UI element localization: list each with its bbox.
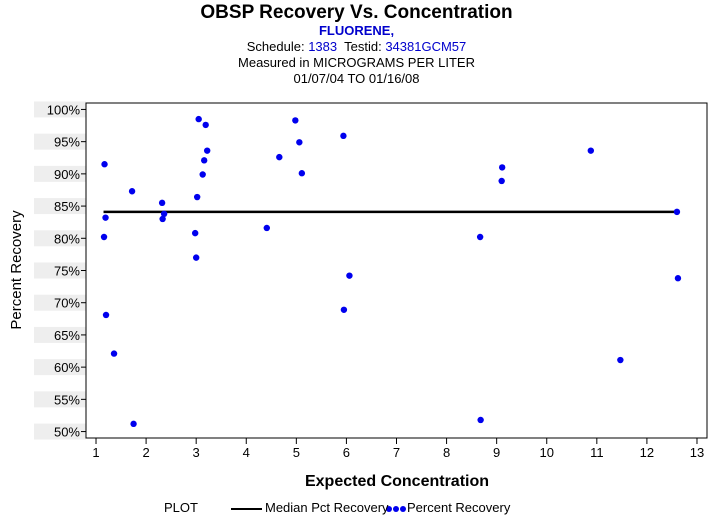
x-tick-label: 7 xyxy=(393,445,400,460)
y-tick-label-bands xyxy=(34,101,86,440)
y-tick-band xyxy=(34,423,86,440)
data-point xyxy=(202,121,209,129)
x-tick-label: 9 xyxy=(493,445,500,460)
legend-median-label: Median Pct Recovery xyxy=(265,500,389,515)
data-point xyxy=(296,139,303,146)
data-point xyxy=(298,170,306,177)
testid-value: 34381GCM57 xyxy=(385,39,467,54)
data-point xyxy=(110,350,118,357)
x-tick-label: 3 xyxy=(193,445,200,460)
schedule-line: Schedule: 1383 Testid: 34381GCM57 xyxy=(0,39,713,54)
schedule-label: Schedule: xyxy=(246,39,305,54)
y-tick-band xyxy=(34,101,86,118)
y-tick-label: 85% xyxy=(54,199,80,214)
testid-label: Testid: xyxy=(344,39,382,54)
data-point xyxy=(673,208,681,216)
data-point xyxy=(617,356,624,364)
data-point xyxy=(200,157,208,164)
x-tick-label: 1 xyxy=(92,445,99,460)
data-point xyxy=(100,233,108,241)
schedule-value: 1383 xyxy=(308,39,338,54)
y-tick-band xyxy=(34,133,86,150)
chart-title: OBSP Recovery Vs. Concentration xyxy=(200,2,513,23)
data-point xyxy=(346,272,353,279)
data-point xyxy=(128,188,136,195)
y-axis-label: Percent Recovery xyxy=(8,210,25,330)
data-points xyxy=(100,115,682,428)
data-point xyxy=(160,210,168,218)
data-point xyxy=(498,177,505,185)
data-point xyxy=(159,215,166,223)
data-point xyxy=(276,153,283,161)
y-tick-label: 65% xyxy=(54,328,80,343)
x-tick-label: 6 xyxy=(343,445,350,460)
data-point xyxy=(674,275,682,282)
y-tick-label: 75% xyxy=(54,264,80,279)
data-point xyxy=(102,311,110,319)
data-point xyxy=(192,254,200,261)
y-tick-label: 100% xyxy=(47,102,81,117)
date-range: 01/07/04 TO 01/16/08 xyxy=(293,71,420,86)
plot-area-frame xyxy=(85,102,708,439)
data-point xyxy=(263,224,270,232)
y-axis-ticks: 50% 55% 60% 65% 70% 75% 80% 85% 90% 95% 100% xyxy=(47,102,86,440)
data-point xyxy=(292,117,299,124)
y-tick-band xyxy=(34,198,86,215)
x-tick-label: 2 xyxy=(142,445,149,460)
y-tick-label: 90% xyxy=(54,167,80,182)
y-tick-band xyxy=(34,294,86,311)
y-tick-band xyxy=(34,262,86,279)
x-axis-ticks: 1 2 3 4 5 6 7 8 9 10 11 12 13 xyxy=(92,438,704,460)
data-point xyxy=(199,171,206,178)
data-point xyxy=(130,420,137,428)
y-tick-band xyxy=(34,391,86,408)
data-point xyxy=(195,115,202,123)
y-tick-label: 50% xyxy=(54,425,80,440)
data-point xyxy=(498,164,506,171)
y-tick-band xyxy=(34,165,86,182)
legend-points-swatch xyxy=(386,506,406,512)
x-axis-label: Expected Concentration xyxy=(305,473,489,490)
y-tick-band xyxy=(34,230,86,247)
data-point xyxy=(340,306,348,313)
x-tick-label: 10 xyxy=(540,445,554,460)
data-point xyxy=(587,147,595,154)
units-line: Measured in MICROGRAMS PER LITER xyxy=(238,55,475,70)
x-tick-label: 8 xyxy=(443,445,450,460)
data-point xyxy=(158,199,166,207)
data-point xyxy=(340,132,347,140)
x-tick-label: 5 xyxy=(293,445,300,460)
y-tick-label: 55% xyxy=(54,392,80,407)
y-tick-label: 80% xyxy=(54,231,80,246)
data-point xyxy=(191,229,199,237)
data-point xyxy=(476,233,484,241)
y-tick-band xyxy=(34,326,86,343)
x-tick-label: 13 xyxy=(690,445,704,460)
x-tick-label: 4 xyxy=(243,445,250,460)
y-tick-band xyxy=(34,359,86,376)
y-tick-label: 95% xyxy=(54,135,80,150)
data-point xyxy=(203,147,211,154)
data-point xyxy=(101,161,108,168)
y-tick-label: 60% xyxy=(54,360,80,375)
y-tick-label: 70% xyxy=(54,296,80,311)
data-point xyxy=(193,193,201,201)
x-tick-label: 11 xyxy=(590,445,604,460)
chart-subtitle: FLUORENE, xyxy=(318,23,395,38)
x-tick-label: 12 xyxy=(640,445,654,460)
legend-title: PLOT xyxy=(164,500,198,515)
data-point xyxy=(477,416,484,424)
data-point xyxy=(102,214,109,221)
legend-points-label: Percent Recovery xyxy=(407,500,511,515)
